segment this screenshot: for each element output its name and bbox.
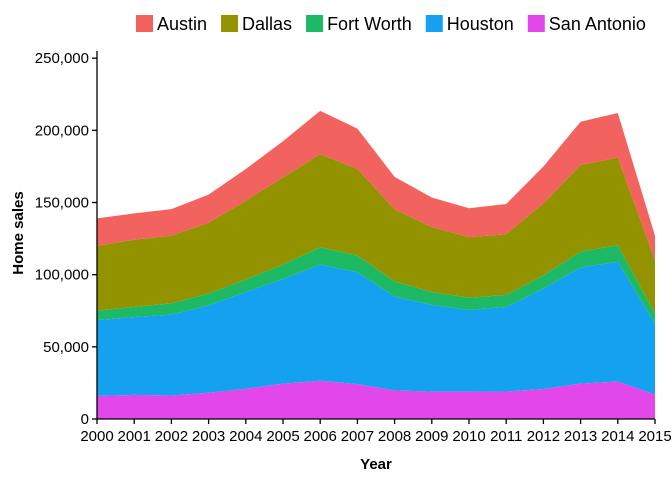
legend-label: San Antonio: [549, 14, 646, 34]
x-axis: 2000 2001 2002 2003 2004 2005 2006 2007 2008 2009…: [80, 418, 672, 445]
legend-item-houston: Houston: [425, 14, 514, 34]
x-tick-label: 2010: [452, 428, 485, 445]
x-tick-label: 2000: [80, 428, 113, 445]
x-tick-label: 2014: [601, 428, 634, 445]
x-tick-label: 2012: [527, 428, 560, 445]
x-tick-label: 2009: [415, 428, 448, 445]
x-tick-label: 2006: [304, 428, 337, 445]
legend-swatch: [221, 15, 239, 32]
y-tick-label: 50,000: [43, 339, 89, 356]
y-tick-label: 150,000: [35, 195, 89, 212]
legend-item-austin: Austin: [136, 14, 207, 34]
x-tick-label: 2013: [564, 428, 597, 445]
legend-item-san-antonio: San Antonio: [527, 14, 646, 34]
area-austin: [97, 110, 655, 261]
legend-label: Dallas: [242, 14, 292, 34]
y-axis: 0 50,000 100,000 150,000 200,000 250,000: [35, 50, 98, 428]
area-fort-worth: [97, 245, 655, 324]
legend-label: Houston: [447, 14, 514, 34]
x-tick-label: 2015: [638, 428, 671, 445]
y-axis-title: Home sales: [10, 191, 27, 274]
x-tick-label: 2003: [192, 428, 225, 445]
legend-label: Austin: [157, 14, 207, 34]
legend-swatch: [306, 15, 324, 32]
x-tick-label: 2005: [266, 428, 299, 445]
legend-item-fort-worth: Fort Worth: [306, 14, 412, 34]
legend-swatch: [527, 15, 545, 32]
x-tick-label: 2011: [490, 428, 522, 445]
legend-label: Fort Worth: [327, 14, 412, 34]
legend: Austin Dallas Fort Worth Houston San Antonio: [136, 14, 646, 34]
legend-swatch: [425, 15, 443, 32]
x-tick-label: 2001: [118, 428, 151, 445]
area-san-antonio: [97, 380, 655, 419]
y-tick-label: 0: [81, 411, 89, 428]
x-tick-label: 2002: [155, 428, 188, 445]
area-houston: [97, 261, 655, 396]
y-tick-label: 250,000: [35, 50, 89, 67]
area-layer: [97, 110, 655, 419]
y-tick-label: 100,000: [35, 267, 89, 284]
y-tick-label: 200,000: [35, 122, 89, 139]
legend-item-dallas: Dallas: [221, 14, 292, 34]
legend-swatch: [136, 15, 153, 32]
area-dallas: [97, 154, 655, 314]
x-tick-label: 2008: [378, 428, 411, 445]
x-axis-title: Year: [360, 456, 392, 473]
x-tick-label: 2007: [341, 428, 374, 445]
x-tick-label: 2004: [229, 428, 262, 445]
